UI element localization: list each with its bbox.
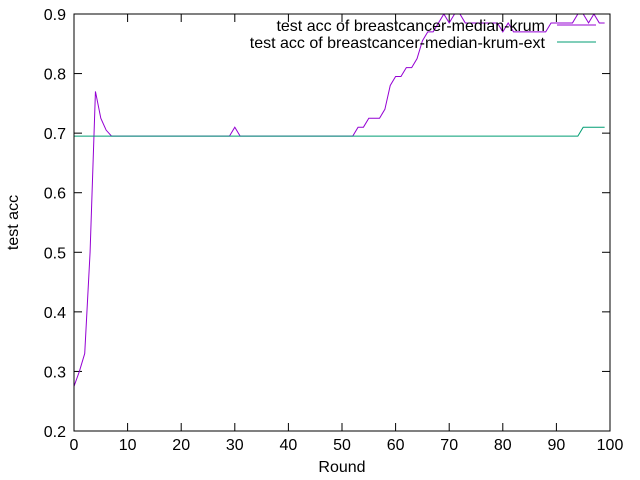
y-tick-label: 0.3 <box>44 364 66 381</box>
series-layer <box>74 14 605 387</box>
x-tick-label: 90 <box>548 437 566 454</box>
y-tick-label: 0.8 <box>44 67 66 84</box>
series-line-1 <box>74 14 605 387</box>
y-tick-label: 0.2 <box>44 424 66 441</box>
legend-label-2: test acc of breastcancer-median-krum-ext <box>250 35 546 52</box>
x-axis-ticks: 0 10 20 30 40 50 60 70 80 90 100 <box>70 14 624 454</box>
y-axis-ticks: 0.2 0.3 0.4 0.5 0.6 0.7 0.8 0.9 <box>44 7 610 441</box>
x-tick-label: 50 <box>333 437 351 454</box>
y-tick-label: 0.5 <box>44 245 66 262</box>
y-tick-label: 0.7 <box>44 126 66 143</box>
x-tick-label: 10 <box>119 437 137 454</box>
y-tick-label: 0.9 <box>44 7 66 24</box>
legend-label-1: test acc of breastcancer-median-krum <box>276 18 545 35</box>
y-tick-label: 0.6 <box>44 186 66 203</box>
x-tick-label: 60 <box>387 437 405 454</box>
x-tick-label: 20 <box>172 437 190 454</box>
y-tick-label: 0.4 <box>44 305 66 322</box>
x-tick-label: 0 <box>70 437 79 454</box>
x-tick-label: 80 <box>494 437 512 454</box>
y-axis-title: test acc <box>5 195 22 250</box>
x-tick-label: 40 <box>280 437 298 454</box>
x-tick-label: 30 <box>226 437 244 454</box>
series-line-2 <box>74 126 605 137</box>
x-axis-title: Round <box>318 459 365 476</box>
legend: test acc of breastcancer-median-krumtest… <box>250 18 596 52</box>
x-tick-label: 100 <box>597 437 624 454</box>
plot-frame <box>73 13 611 432</box>
x-tick-label: 70 <box>440 437 458 454</box>
